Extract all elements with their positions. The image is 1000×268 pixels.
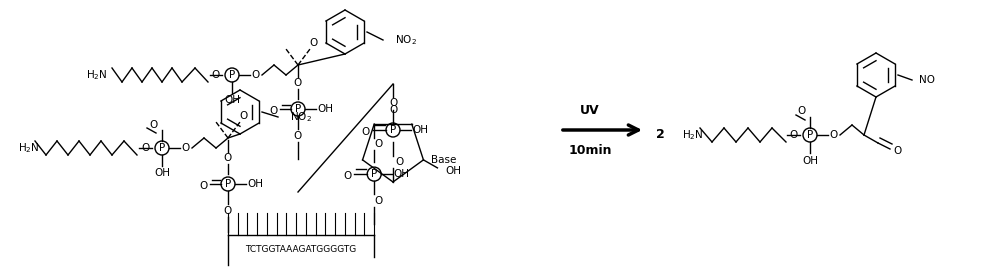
Text: H$_2$N: H$_2$N (18, 141, 40, 155)
Text: TCTGGTAAAGATGGGGTG: TCTGGTAAAGATGGGGTG (245, 244, 357, 254)
Text: O: O (343, 171, 351, 181)
Text: OH: OH (317, 104, 333, 114)
Text: O: O (150, 120, 158, 130)
Text: O: O (294, 131, 302, 141)
Text: UV: UV (580, 103, 600, 117)
Text: NO: NO (919, 75, 935, 85)
Text: P: P (371, 169, 377, 179)
Text: OH: OH (393, 169, 409, 179)
Text: O: O (389, 98, 397, 108)
Text: P: P (159, 143, 165, 153)
Text: 10min: 10min (568, 143, 612, 157)
Text: O: O (212, 70, 220, 80)
Text: O: O (362, 127, 370, 137)
Text: O: O (389, 105, 397, 115)
Text: O: O (294, 78, 302, 88)
Text: O: O (395, 157, 403, 167)
Text: OH: OH (802, 156, 818, 166)
Text: O: O (224, 206, 232, 216)
Text: Base: Base (431, 155, 457, 165)
Text: O: O (374, 196, 382, 206)
Text: O: O (199, 181, 207, 191)
Text: OH: OH (445, 166, 461, 176)
Text: O: O (269, 106, 277, 116)
Text: OH: OH (154, 168, 170, 178)
Text: OH: OH (224, 95, 240, 105)
Text: O: O (224, 153, 232, 163)
Text: O: O (252, 70, 260, 80)
Text: O: O (789, 130, 797, 140)
Text: P: P (390, 125, 396, 135)
Text: O: O (309, 38, 317, 48)
Text: O: O (830, 130, 838, 140)
Text: P: P (807, 130, 813, 140)
Text: NO$_2$: NO$_2$ (290, 110, 312, 124)
Text: P: P (229, 70, 235, 80)
Text: OH: OH (412, 125, 428, 135)
Text: O: O (374, 139, 382, 149)
Text: O: O (141, 143, 149, 153)
Text: 2: 2 (656, 128, 664, 142)
Text: H$_2$N: H$_2$N (86, 68, 108, 82)
Text: O: O (239, 111, 247, 121)
Text: O: O (182, 143, 190, 153)
Text: O: O (798, 106, 806, 116)
Text: H$_2$N: H$_2$N (682, 128, 704, 142)
Text: OH: OH (247, 179, 263, 189)
Text: NO$_2$: NO$_2$ (395, 33, 417, 47)
Text: O: O (894, 146, 902, 156)
Text: P: P (295, 104, 301, 114)
Text: P: P (225, 179, 231, 189)
